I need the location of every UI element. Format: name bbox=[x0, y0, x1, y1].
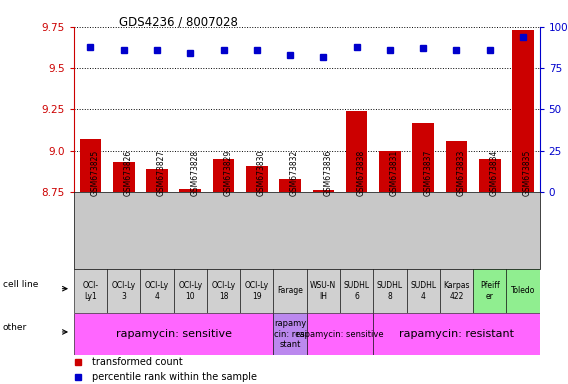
FancyBboxPatch shape bbox=[373, 269, 407, 313]
Text: GDS4236 / 8007028: GDS4236 / 8007028 bbox=[119, 15, 238, 28]
FancyBboxPatch shape bbox=[74, 192, 540, 269]
Text: GSM673835: GSM673835 bbox=[523, 149, 532, 196]
FancyBboxPatch shape bbox=[140, 269, 174, 313]
Text: GSM673831: GSM673831 bbox=[390, 150, 399, 196]
Bar bbox=[279, 179, 301, 192]
Text: cell line: cell line bbox=[3, 280, 38, 289]
FancyBboxPatch shape bbox=[340, 269, 373, 313]
Bar bbox=[213, 159, 235, 192]
Text: SUDHL
4: SUDHL 4 bbox=[410, 281, 436, 301]
Bar bbox=[80, 139, 101, 192]
Text: rapamycin: resistant: rapamycin: resistant bbox=[399, 329, 514, 339]
Text: OCI-
Ly1: OCI- Ly1 bbox=[82, 281, 98, 301]
Text: GSM673825: GSM673825 bbox=[90, 150, 99, 196]
Text: Karpas
422: Karpas 422 bbox=[443, 281, 470, 301]
Bar bbox=[446, 141, 467, 192]
Text: GSM673837: GSM673837 bbox=[423, 149, 432, 196]
Bar bbox=[312, 190, 334, 192]
Bar bbox=[346, 111, 367, 192]
Text: transformed count: transformed count bbox=[93, 358, 183, 367]
Text: Pfeiff
er: Pfeiff er bbox=[480, 281, 500, 301]
Bar bbox=[146, 169, 168, 192]
FancyBboxPatch shape bbox=[373, 313, 540, 355]
FancyBboxPatch shape bbox=[440, 269, 473, 313]
Text: rapamycin: sensitive: rapamycin: sensitive bbox=[116, 329, 232, 339]
Text: GSM673832: GSM673832 bbox=[290, 150, 299, 196]
Text: SUDHL
6: SUDHL 6 bbox=[344, 281, 370, 301]
FancyBboxPatch shape bbox=[307, 313, 373, 355]
Text: OCI-Ly
18: OCI-Ly 18 bbox=[211, 281, 236, 301]
FancyBboxPatch shape bbox=[207, 269, 240, 313]
Text: GSM673833: GSM673833 bbox=[457, 149, 465, 196]
Bar bbox=[479, 159, 500, 192]
FancyBboxPatch shape bbox=[240, 269, 273, 313]
Text: rapamycin: sensitive: rapamycin: sensitive bbox=[296, 329, 384, 339]
Text: GSM673828: GSM673828 bbox=[190, 150, 199, 196]
Text: GSM673834: GSM673834 bbox=[490, 149, 499, 196]
Text: GSM673838: GSM673838 bbox=[357, 150, 366, 196]
FancyBboxPatch shape bbox=[307, 269, 340, 313]
Text: other: other bbox=[3, 323, 27, 332]
FancyBboxPatch shape bbox=[74, 269, 107, 313]
FancyBboxPatch shape bbox=[273, 313, 307, 355]
Bar bbox=[179, 189, 201, 192]
Text: Toledo: Toledo bbox=[511, 286, 535, 295]
Bar bbox=[246, 166, 268, 192]
Text: GSM673829: GSM673829 bbox=[224, 150, 232, 196]
Text: Farage: Farage bbox=[277, 286, 303, 295]
Text: OCI-Ly
10: OCI-Ly 10 bbox=[178, 281, 202, 301]
Text: OCI-Ly
19: OCI-Ly 19 bbox=[245, 281, 269, 301]
Text: OCI-Ly
3: OCI-Ly 3 bbox=[112, 281, 136, 301]
Text: WSU-N
IH: WSU-N IH bbox=[310, 281, 336, 301]
Bar bbox=[379, 151, 400, 192]
Text: GSM673836: GSM673836 bbox=[323, 149, 332, 196]
FancyBboxPatch shape bbox=[273, 269, 307, 313]
FancyBboxPatch shape bbox=[473, 269, 506, 313]
FancyBboxPatch shape bbox=[74, 313, 273, 355]
Bar bbox=[412, 122, 434, 192]
Text: percentile rank within the sample: percentile rank within the sample bbox=[93, 372, 257, 382]
Text: GSM673830: GSM673830 bbox=[257, 149, 266, 196]
Bar bbox=[512, 30, 534, 192]
Text: SUDHL
8: SUDHL 8 bbox=[377, 281, 403, 301]
FancyBboxPatch shape bbox=[174, 269, 207, 313]
FancyBboxPatch shape bbox=[107, 269, 140, 313]
Text: OCI-Ly
4: OCI-Ly 4 bbox=[145, 281, 169, 301]
Text: GSM673827: GSM673827 bbox=[157, 150, 166, 196]
Bar bbox=[113, 162, 135, 192]
Text: rapamy
cin: resi
stant: rapamy cin: resi stant bbox=[274, 319, 307, 349]
FancyBboxPatch shape bbox=[506, 269, 540, 313]
FancyBboxPatch shape bbox=[407, 269, 440, 313]
Text: GSM673826: GSM673826 bbox=[124, 150, 133, 196]
